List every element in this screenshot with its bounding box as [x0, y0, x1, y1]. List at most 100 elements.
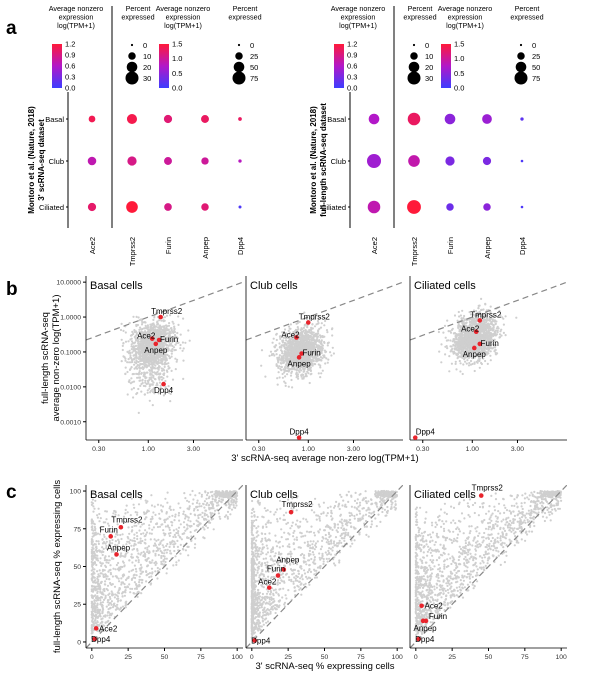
background-point — [467, 343, 470, 346]
background-point — [185, 528, 188, 531]
background-point — [140, 390, 143, 393]
legend-expr-tick-a-right-ace2: 1.2 — [347, 40, 357, 49]
background-point — [91, 532, 94, 535]
background-point — [458, 324, 461, 327]
background-point — [153, 316, 156, 319]
background-point — [457, 324, 460, 328]
background-point — [163, 316, 166, 319]
legend-title-pct-a-left-rest: Percent — [233, 4, 258, 13]
background-point — [141, 342, 144, 345]
background-point — [162, 331, 165, 334]
background-point — [171, 340, 174, 343]
y-axis-label-line: full-length scRNA-seq — [40, 312, 51, 404]
background-point — [303, 356, 306, 360]
x-tick-label: 1.00 — [142, 446, 155, 453]
background-point — [103, 535, 106, 539]
background-point — [458, 345, 462, 349]
background-point — [475, 340, 478, 343]
background-point — [152, 354, 155, 357]
background-point — [133, 358, 136, 361]
background-point — [120, 537, 123, 541]
legend-title-avg-a-left-ace2: expression — [59, 13, 94, 22]
background-point — [147, 340, 151, 343]
background-point — [452, 338, 455, 341]
background-point — [138, 541, 141, 544]
x-tick-label: 3.00 — [347, 446, 360, 453]
background-point — [156, 329, 159, 332]
dot-ace2-ciliated — [87, 202, 97, 212]
background-point — [194, 543, 197, 546]
legend-expr-tick-a-right-rest: 1.0 — [454, 54, 464, 63]
background-point — [130, 377, 133, 380]
background-point — [144, 330, 147, 333]
gene-point-dpp4 — [161, 381, 166, 387]
legend-pct-tick-a-right-ace2: 30 — [425, 74, 433, 83]
background-point — [311, 323, 314, 326]
y-axis-label-line: 3' scRNA-seq dataset — [37, 119, 46, 201]
background-point — [287, 364, 290, 367]
background-point — [195, 519, 198, 522]
background-point — [461, 340, 464, 343]
background-point — [306, 333, 310, 337]
background-point — [496, 329, 499, 332]
background-point — [483, 351, 486, 354]
background-point — [129, 367, 132, 370]
background-point — [464, 345, 467, 348]
background-point — [284, 382, 287, 385]
legend-expr-tick-a-left-rest: 1.0 — [172, 54, 182, 63]
background-point — [326, 361, 329, 364]
background-point — [465, 324, 468, 327]
background-point — [163, 362, 166, 365]
background-point — [140, 328, 143, 331]
background-point — [143, 345, 146, 348]
background-point — [489, 325, 492, 328]
background-point — [186, 507, 189, 510]
col-label-furin: Furin — [164, 237, 173, 254]
background-point — [489, 311, 492, 314]
background-point — [498, 309, 501, 313]
background-point — [146, 389, 149, 392]
background-point — [157, 547, 160, 550]
background-point — [141, 321, 144, 324]
col-label-anpep: Anpep — [201, 237, 210, 259]
background-point — [132, 315, 135, 318]
background-point — [455, 368, 458, 371]
background-point — [297, 347, 300, 350]
background-point — [108, 595, 111, 599]
background-point — [135, 324, 138, 327]
background-point — [189, 531, 192, 534]
background-point — [177, 323, 180, 326]
background-point — [489, 354, 492, 357]
background-point — [492, 316, 495, 319]
background-point — [300, 334, 303, 337]
background-point — [125, 504, 128, 507]
legend-size-dot-a-right-rest — [519, 43, 523, 47]
background-point — [144, 555, 147, 558]
background-point — [142, 334, 145, 337]
background-point — [159, 504, 163, 507]
col-label-furin: Furin — [446, 237, 455, 254]
background-point — [488, 317, 491, 320]
background-point — [135, 531, 138, 534]
background-point — [148, 576, 151, 579]
background-point — [135, 574, 138, 577]
background-point — [148, 353, 151, 356]
background-point — [318, 340, 321, 343]
legend-pct-tick-a-left-rest: 25 — [250, 52, 258, 61]
background-point — [153, 538, 156, 541]
background-point — [144, 529, 147, 532]
background-point — [122, 342, 125, 345]
background-point — [477, 304, 480, 307]
background-point — [317, 346, 320, 349]
background-point — [139, 379, 142, 382]
background-point — [162, 390, 166, 393]
background-point — [462, 317, 465, 320]
dot-anpep-ciliated — [201, 203, 209, 211]
background-point — [169, 314, 172, 317]
background-point — [310, 372, 313, 375]
background-point — [498, 336, 502, 339]
gene-point-anpep — [471, 345, 477, 351]
background-point — [158, 543, 161, 546]
background-point — [163, 552, 166, 555]
